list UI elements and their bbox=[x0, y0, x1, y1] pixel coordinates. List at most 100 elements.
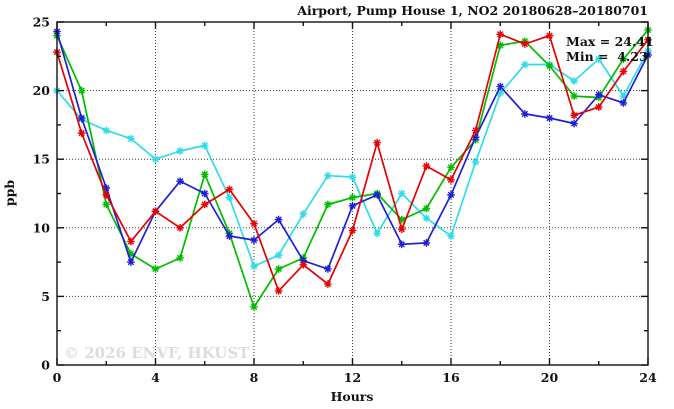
data-point-marker bbox=[471, 158, 480, 166]
data-point-marker bbox=[299, 256, 308, 265]
tick-label-layer: 0 4 8 12 16 20 24 0 5 10 15 20 25 bbox=[33, 15, 657, 386]
max-annotation: Max = 24.41 bbox=[566, 34, 654, 49]
data-point-marker bbox=[324, 280, 332, 288]
data-point-marker bbox=[151, 155, 160, 163]
data-point-marker bbox=[447, 175, 455, 184]
data-point-marker bbox=[521, 60, 529, 69]
x-tick-label: 4 bbox=[151, 370, 160, 385]
y-tick-label: 15 bbox=[33, 152, 50, 167]
data-point-marker bbox=[373, 191, 381, 199]
data-point-marker bbox=[619, 55, 628, 63]
data-point-marker bbox=[127, 237, 135, 246]
y-tick-label: 0 bbox=[41, 358, 50, 373]
min-annotation: Min = 4.23 bbox=[566, 49, 648, 64]
y-tick-label: 25 bbox=[33, 15, 50, 30]
data-point-marker bbox=[471, 126, 480, 135]
data-point-marker bbox=[102, 184, 111, 192]
chart-title: Airport, Pump House 1, NO2 20180628–2018… bbox=[296, 3, 648, 18]
data-point-marker bbox=[570, 92, 578, 100]
data-point-marker bbox=[274, 265, 283, 273]
data-point-marker bbox=[77, 86, 86, 95]
data-point-marker bbox=[496, 30, 505, 39]
data-point-marker bbox=[348, 173, 357, 181]
data-point-marker bbox=[619, 99, 628, 107]
data-point-marker bbox=[324, 200, 332, 209]
data-point-marker bbox=[545, 62, 554, 70]
data-point-marker bbox=[471, 133, 480, 142]
tick-layer bbox=[56, 21, 649, 366]
data-point-marker bbox=[594, 90, 603, 99]
data-point-marker bbox=[200, 170, 209, 179]
data-point-marker bbox=[151, 207, 160, 216]
data-point-marker bbox=[176, 147, 184, 155]
watermark: © 2026 ENVF, HKUST bbox=[64, 344, 250, 362]
data-point-marker bbox=[422, 214, 431, 222]
data-point-marker bbox=[422, 204, 431, 213]
grid-layer bbox=[57, 22, 648, 365]
data-point-marker bbox=[102, 126, 111, 135]
data-point-marker bbox=[496, 89, 505, 98]
data-point-marker bbox=[274, 287, 283, 295]
data-point-marker bbox=[496, 82, 505, 91]
data-point-marker bbox=[324, 265, 332, 273]
data-point-marker bbox=[102, 200, 111, 209]
data-point-marker bbox=[570, 119, 578, 128]
y-tick-label: 10 bbox=[33, 220, 51, 235]
x-tick-label: 12 bbox=[344, 370, 361, 385]
data-point-marker bbox=[545, 31, 554, 40]
data-point-marker bbox=[594, 103, 603, 111]
x-tick-label: 20 bbox=[541, 370, 559, 385]
data-point-marker bbox=[176, 254, 184, 262]
data-point-marker bbox=[324, 171, 332, 180]
data-point-marker bbox=[496, 41, 505, 50]
data-point-marker bbox=[250, 303, 258, 311]
x-tick-label: 8 bbox=[250, 370, 259, 385]
data-point-marker bbox=[373, 138, 381, 147]
y-tick-label: 5 bbox=[41, 289, 50, 304]
data-point-marker bbox=[200, 189, 209, 198]
data-point-marker bbox=[447, 232, 455, 240]
data-point-marker bbox=[521, 40, 529, 48]
data-point-marker bbox=[570, 77, 578, 85]
data-point-marker bbox=[373, 229, 381, 238]
data-point-marker bbox=[447, 163, 455, 172]
data-point-marker bbox=[151, 265, 160, 273]
data-point-marker bbox=[200, 141, 209, 150]
data-point-marker bbox=[447, 191, 455, 199]
data-point-marker bbox=[225, 193, 234, 202]
data-point-marker bbox=[176, 177, 184, 185]
data-point-marker bbox=[348, 226, 357, 235]
data-point-marker bbox=[619, 92, 628, 100]
data-point-marker bbox=[274, 215, 283, 224]
data-point-marker bbox=[127, 258, 135, 266]
data-point-marker bbox=[250, 219, 258, 228]
x-axis-title: Hours bbox=[331, 389, 374, 404]
x-tick-label: 16 bbox=[442, 370, 460, 385]
x-tick-label: 0 bbox=[53, 370, 62, 385]
data-point-marker bbox=[299, 261, 308, 269]
data-point-marker bbox=[225, 185, 234, 194]
data-point-marker bbox=[348, 202, 357, 210]
data-point-marker bbox=[348, 193, 357, 202]
data-point-marker bbox=[422, 162, 431, 170]
data-point-marker bbox=[397, 225, 406, 233]
data-point-marker bbox=[77, 114, 86, 122]
data-point-marker bbox=[200, 200, 209, 209]
data-point-marker bbox=[250, 262, 258, 271]
data-point-marker bbox=[250, 236, 258, 244]
data-point-marker bbox=[274, 251, 283, 260]
series-layer bbox=[53, 26, 652, 311]
data-point-marker bbox=[570, 111, 578, 120]
x-tick-label: 24 bbox=[639, 370, 657, 385]
data-point-marker bbox=[176, 224, 184, 232]
data-point-marker bbox=[127, 250, 135, 258]
data-point-marker bbox=[397, 240, 406, 249]
series-red-line bbox=[56, 33, 649, 292]
data-point-marker bbox=[422, 239, 431, 247]
data-point-marker bbox=[127, 134, 135, 143]
data-point-marker bbox=[102, 191, 111, 199]
data-point-marker bbox=[594, 55, 603, 63]
data-point-marker bbox=[545, 114, 554, 122]
data-point-marker bbox=[77, 129, 86, 137]
